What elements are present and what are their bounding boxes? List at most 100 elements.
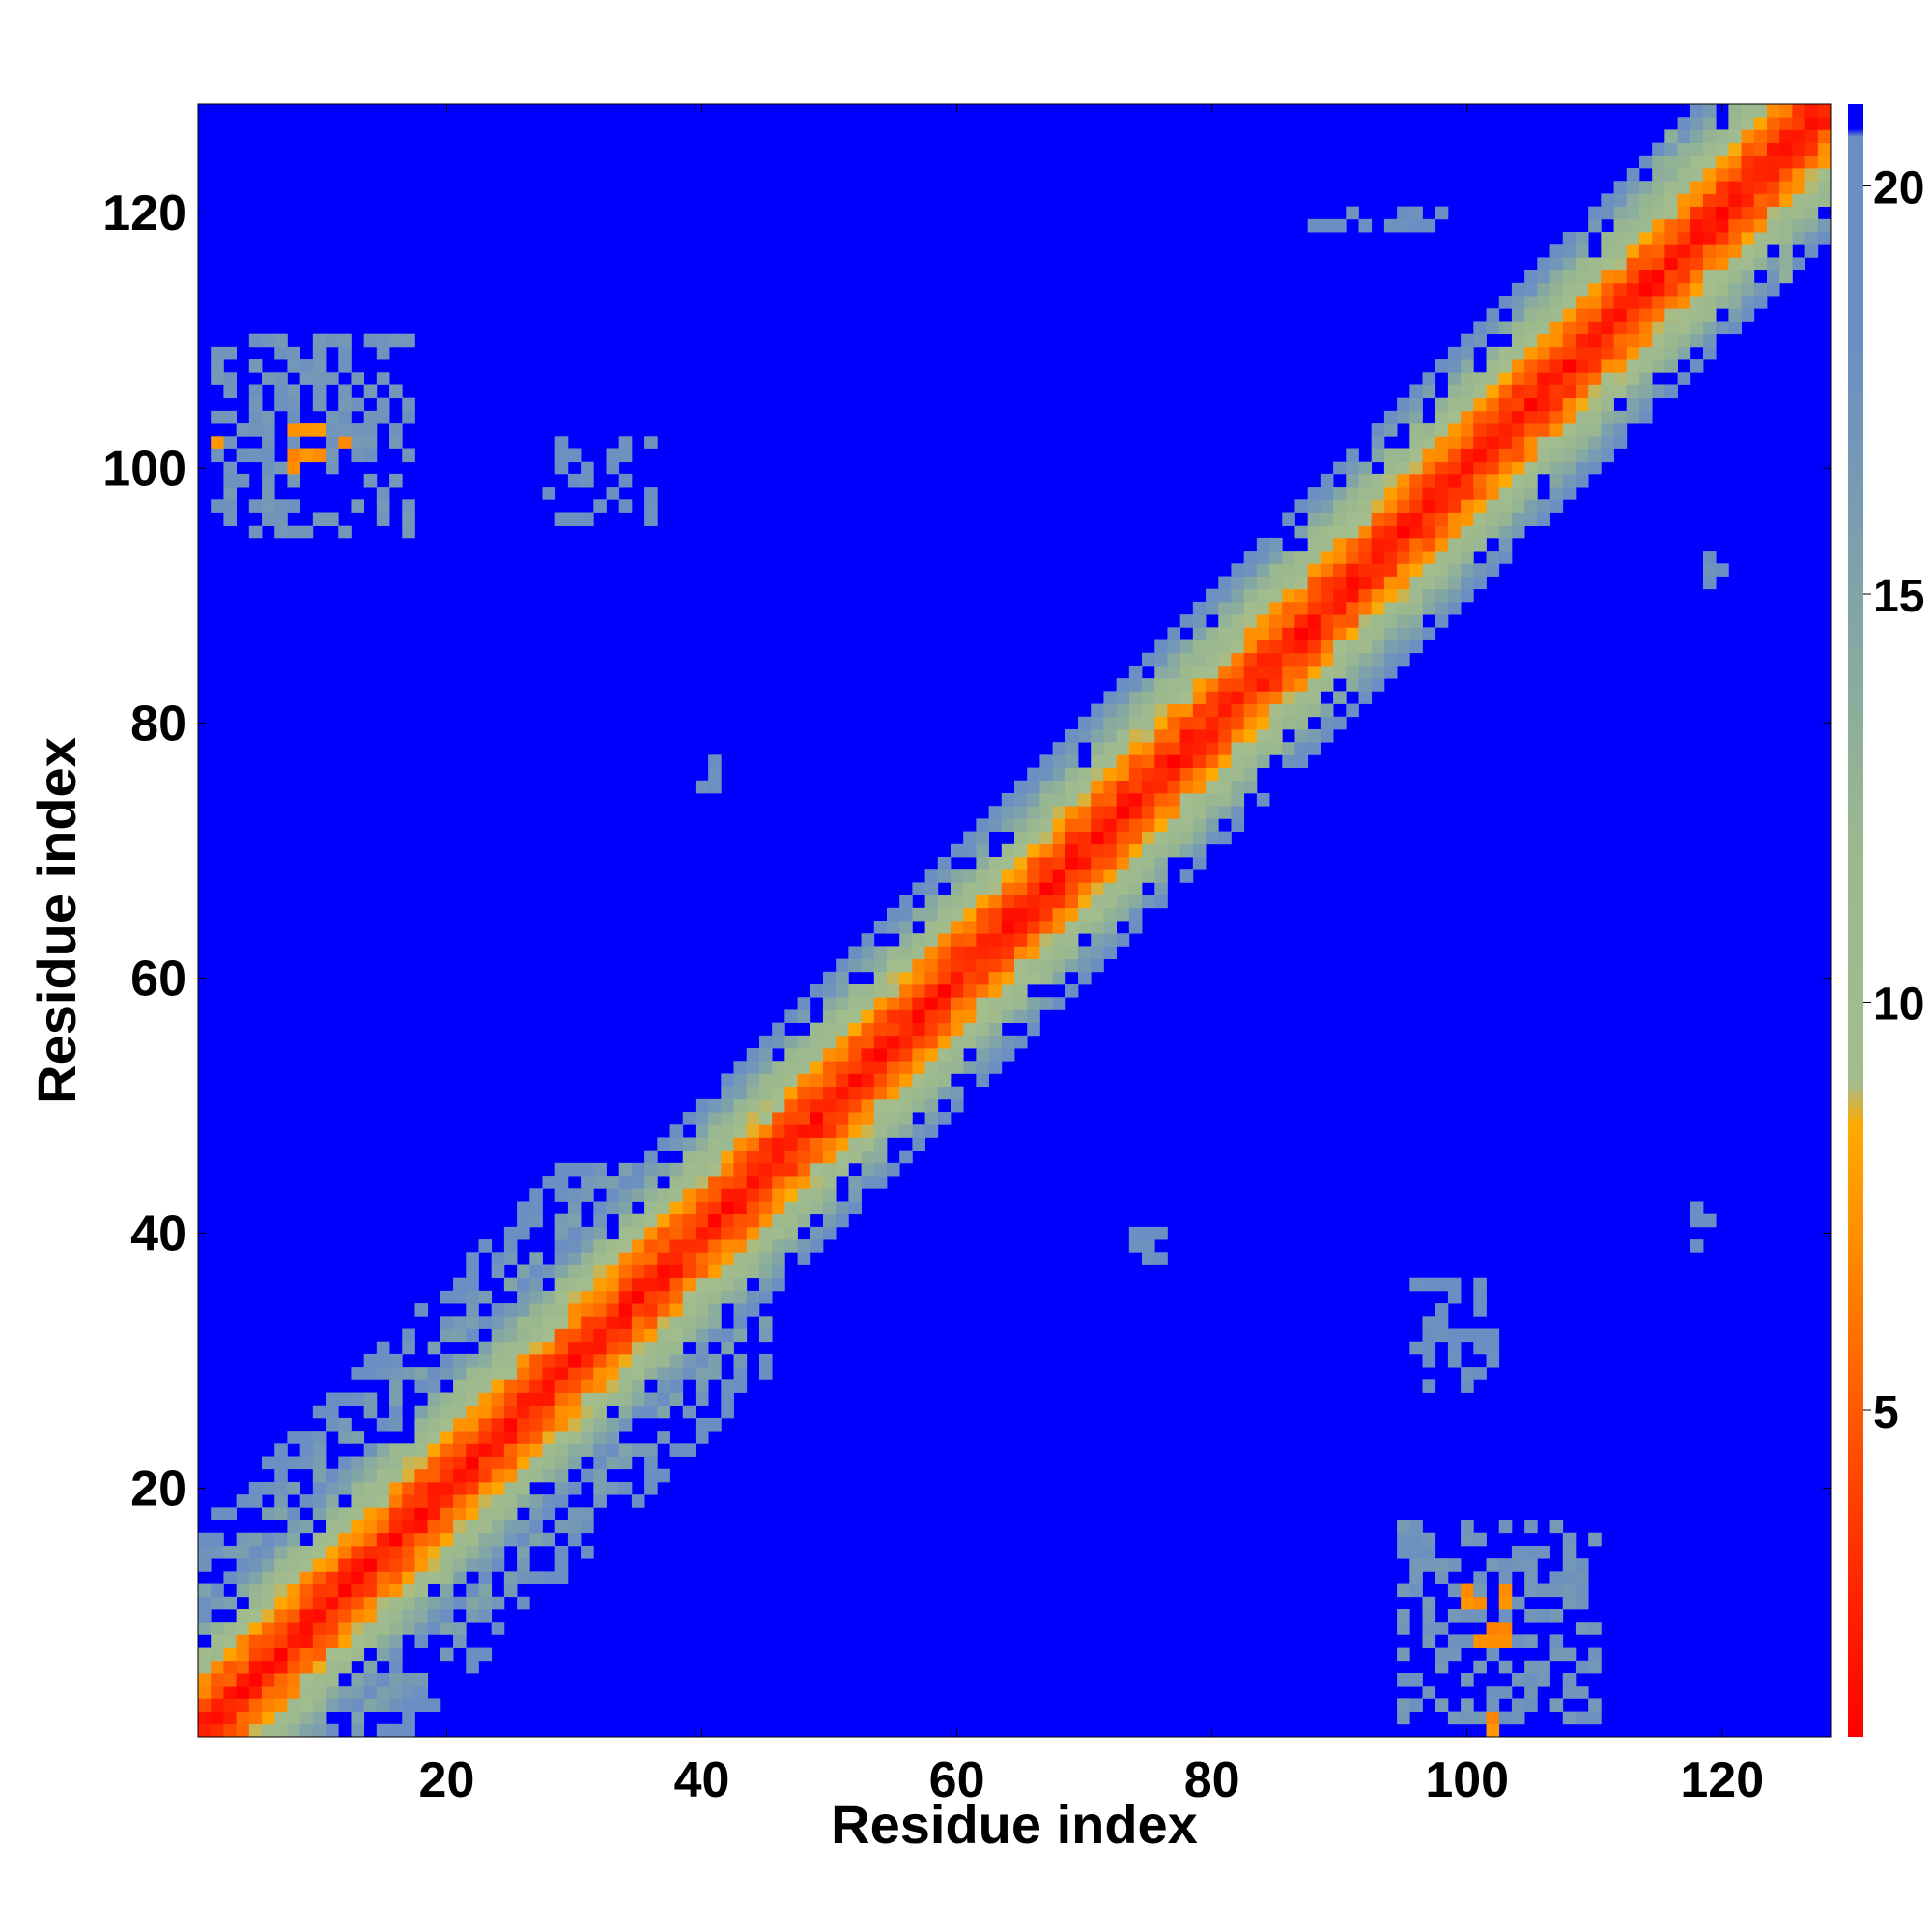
- heatmap-cell: [1065, 754, 1079, 768]
- heatmap-cell: [1269, 588, 1283, 603]
- heatmap-cell: [363, 1634, 378, 1648]
- heatmap-cell: [1218, 742, 1232, 755]
- heatmap-cell: [466, 1583, 479, 1598]
- heatmap-cell: [1613, 321, 1628, 335]
- heatmap-cell: [606, 1392, 620, 1406]
- heatmap-cell: [581, 1353, 594, 1368]
- heatmap-cell: [1154, 703, 1168, 718]
- heatmap-cell: [1078, 907, 1092, 922]
- heatmap-cell: [1461, 410, 1474, 424]
- heatmap-cell: [1435, 206, 1449, 220]
- heatmap-cell: [503, 1583, 518, 1598]
- heatmap-cell: [1601, 448, 1614, 463]
- heatmap-cell: [262, 512, 275, 526]
- heatmap-cell: [198, 1686, 212, 1699]
- heatmap-cell: [1652, 270, 1665, 284]
- heatmap-cell: [1613, 308, 1628, 322]
- heatmap-cell: [784, 1073, 798, 1088]
- heatmap-cell: [1294, 728, 1309, 743]
- heatmap-cell: [1447, 576, 1462, 590]
- heatmap-cell: [376, 1686, 390, 1699]
- heatmap-cell: [1511, 1558, 1525, 1572]
- y-tick-label: 100: [102, 440, 186, 497]
- heatmap-cell: [1128, 678, 1143, 692]
- heatmap-cell: [312, 1634, 327, 1648]
- heatmap-cell: [312, 1431, 327, 1444]
- heatmap-cell: [1397, 1647, 1410, 1662]
- heatmap-cell: [1128, 831, 1143, 845]
- heatmap-cell: [1307, 576, 1321, 590]
- heatmap-cell: [822, 1137, 837, 1151]
- heatmap-cell: [963, 946, 977, 960]
- heatmap-cell: [1154, 665, 1168, 679]
- heatmap-cell: [1716, 168, 1729, 182]
- heatmap-cell: [1575, 346, 1589, 360]
- heatmap-cell: [758, 1137, 773, 1151]
- heatmap-cell: [262, 1660, 275, 1674]
- heatmap-cell: [657, 1353, 670, 1368]
- heatmap-cell: [1320, 601, 1334, 615]
- heatmap-cell: [1664, 142, 1678, 156]
- heatmap-cell: [1116, 703, 1130, 718]
- heatmap-cell: [1511, 525, 1525, 539]
- heatmap-cell: [1435, 1647, 1449, 1662]
- heatmap-cell: [542, 1264, 556, 1279]
- heatmap-cell: [1562, 270, 1577, 284]
- heatmap-cell: [1154, 639, 1168, 654]
- heatmap-cell: [695, 1264, 709, 1279]
- heatmap-cell: [1307, 728, 1321, 743]
- heatmap-cell: [1511, 308, 1525, 322]
- heatmap-cell: [963, 907, 977, 922]
- heatmap-cell: [466, 1507, 479, 1520]
- heatmap-cell: [248, 1571, 263, 1584]
- heatmap-cell: [517, 1290, 530, 1304]
- heatmap-cell: [299, 1558, 314, 1572]
- heatmap-cell: [503, 1456, 518, 1470]
- heatmap-cell: [376, 1608, 390, 1623]
- heatmap-cell: [581, 1341, 594, 1355]
- heatmap-cell: [1256, 678, 1270, 692]
- heatmap-cell: [618, 1379, 633, 1393]
- heatmap-cell: [223, 1571, 238, 1584]
- heatmap-cell: [899, 1098, 913, 1113]
- heatmap-cell: [1498, 397, 1513, 412]
- heatmap-cell: [886, 1086, 900, 1100]
- heatmap-cell: [1256, 792, 1270, 807]
- heatmap-cell: [1103, 716, 1118, 730]
- heatmap-cell: [1575, 1558, 1589, 1572]
- heatmap-cell: [542, 487, 556, 500]
- heatmap-cell: [453, 1558, 467, 1572]
- heatmap-cell: [1116, 754, 1130, 768]
- heatmap-cell: [708, 1213, 722, 1228]
- heatmap-cell: [1256, 754, 1270, 768]
- heatmap-cell: [1052, 997, 1066, 1010]
- heatmap-cell: [1103, 691, 1118, 704]
- heatmap-cell: [402, 1520, 415, 1534]
- heatmap-cell: [1371, 512, 1385, 526]
- heatmap-cell: [1001, 882, 1015, 895]
- heatmap-cell: [631, 1290, 645, 1304]
- heatmap-cell: [721, 1201, 734, 1215]
- heatmap-cell: [606, 1417, 620, 1432]
- heatmap-cell: [287, 346, 301, 360]
- heatmap-cell: [682, 1252, 696, 1265]
- heatmap-cell: [772, 1073, 785, 1088]
- heatmap-cell: [1346, 665, 1359, 679]
- heatmap-cell: [631, 1405, 645, 1419]
- heatmap-cell: [1562, 1571, 1577, 1584]
- heatmap-cell: [363, 384, 378, 399]
- heatmap-cell: [644, 1176, 658, 1189]
- heatmap-cell: [581, 1252, 594, 1265]
- heatmap-cell: [1091, 933, 1104, 947]
- heatmap-cell: [478, 1596, 493, 1610]
- heatmap-cell: [440, 1290, 454, 1304]
- heatmap-cell: [414, 1686, 429, 1699]
- heatmap-cell: [606, 448, 620, 463]
- heatmap-cell: [1358, 678, 1373, 692]
- heatmap-cell: [733, 1353, 748, 1368]
- heatmap-cell: [912, 997, 925, 1010]
- heatmap-cell: [542, 1316, 556, 1329]
- heatmap-cell: [695, 1290, 709, 1304]
- heatmap-cell: [299, 423, 314, 437]
- heatmap-cell: [669, 1353, 684, 1368]
